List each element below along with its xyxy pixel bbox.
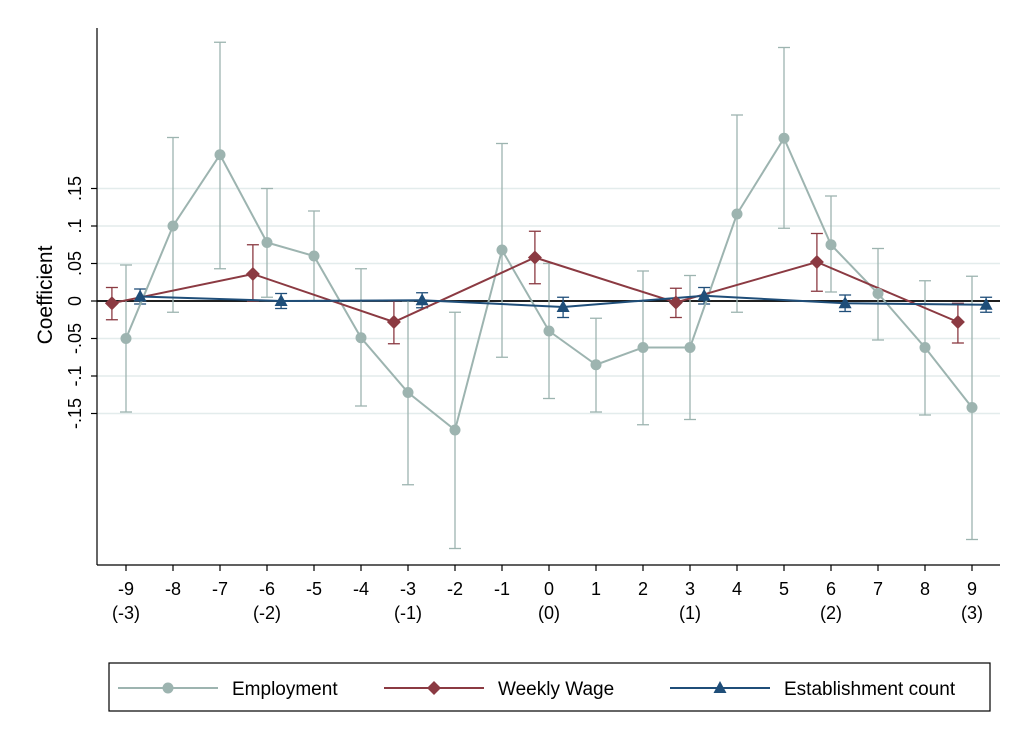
x-tick-label: 1 [591, 579, 601, 599]
weekly-wage-point [950, 315, 965, 329]
x-tick-label: -4 [353, 579, 369, 599]
y-tick-label: .15 [65, 176, 85, 201]
legend-item-employment: Employment [118, 679, 338, 700]
employment-point [684, 342, 696, 353]
x-tick-label: 9 [967, 579, 977, 599]
establishment-count-point [274, 294, 288, 306]
employment-point [637, 342, 649, 353]
y-tick-label: -.1 [65, 365, 85, 386]
y-tick-label: -.15 [65, 398, 85, 429]
establishment-count-point [556, 300, 570, 312]
employment-point [590, 359, 602, 371]
employment-point [731, 208, 743, 220]
x-tick-label: 3 [685, 579, 695, 599]
establishment-count-point [133, 289, 147, 302]
y-tick-label: .05 [65, 251, 85, 276]
x-tick-labels: -9 (-3) -8 -7 -6 (-2) -5 -4 -3 (-1) -2 -1 0 (0) 1 2 3 (1)… [112, 565, 983, 623]
x-tick-label: -9 [118, 579, 134, 599]
x-tick-sublabel: (0) [538, 603, 560, 623]
circle-icon [162, 682, 174, 694]
employment-point [214, 149, 226, 161]
triangle-icon [713, 681, 727, 693]
x-tick-sublabel: (-2) [253, 603, 281, 623]
weekly-wage-point [527, 250, 542, 265]
x-tick-sublabel: (3) [961, 603, 983, 623]
legend-item-establishment-count: Establishment count [670, 679, 956, 700]
x-tick-sublabel: (-3) [112, 603, 140, 623]
x-tick-sublabel: (-1) [394, 603, 422, 623]
y-axis-label: Coefficient [34, 245, 57, 344]
x-tick-label: -6 [259, 579, 275, 599]
employment-point [120, 333, 132, 344]
x-tick-label: 2 [638, 579, 648, 599]
x-tick-label: -1 [494, 579, 510, 599]
employment-point [778, 132, 790, 144]
x-tick-label: 8 [920, 579, 930, 599]
y-tick-label: -.05 [65, 323, 85, 354]
employment-point [449, 424, 461, 436]
x-tick-label: 4 [732, 579, 742, 599]
employment-point [402, 387, 414, 398]
x-tick-sublabel: (1) [679, 603, 701, 623]
legend-label: Weekly Wage [498, 679, 614, 700]
y-tick-labels: -.15 -.1 -.05 0 .05 .1 .15 [65, 176, 97, 429]
series-markers [104, 132, 993, 436]
legend-label: Establishment count [784, 679, 956, 700]
employment-point [261, 237, 273, 248]
establishment-count-point [838, 296, 852, 309]
x-tick-sublabel: (2) [820, 603, 842, 623]
x-tick-label: -7 [212, 579, 228, 599]
weekly-wage-point [386, 315, 401, 329]
x-tick-label: -8 [165, 579, 181, 599]
y-tick-label: .1 [65, 218, 85, 233]
x-tick-label: 0 [544, 579, 554, 599]
employment-point [919, 342, 931, 353]
weekly-wage-point [104, 296, 119, 311]
employment-point [308, 250, 320, 262]
employment-point [496, 244, 508, 256]
employment-point [966, 402, 978, 413]
x-tick-label: 7 [873, 579, 883, 599]
employment-point [543, 325, 555, 337]
establishment-count-point [415, 293, 429, 306]
weekly-wage-point [809, 255, 824, 269]
legend: Employment Weekly Wage Establishment count [108, 662, 991, 712]
x-tick-label: -3 [400, 579, 416, 599]
diamond-icon [427, 681, 441, 695]
weekly-wage-point [245, 267, 260, 281]
x-tick-label: 5 [779, 579, 789, 599]
x-tick-label: 6 [826, 579, 836, 599]
x-tick-label: -2 [447, 579, 463, 599]
employment-point [355, 332, 367, 344]
employment-point [825, 239, 837, 251]
employment-point [167, 220, 179, 232]
confidence-intervals [105, 41, 993, 550]
x-tick-label: -5 [306, 579, 322, 599]
establishment-count-point [697, 288, 711, 301]
legend-item-weekly-wage: Weekly Wage [384, 679, 614, 700]
legend-box [108, 662, 991, 712]
weekly-wage-point [668, 295, 683, 310]
legend-label: Employment [232, 679, 338, 700]
y-tick-label: 0 [65, 296, 85, 306]
employment-point [872, 288, 884, 299]
establishment-count-point [979, 297, 993, 310]
